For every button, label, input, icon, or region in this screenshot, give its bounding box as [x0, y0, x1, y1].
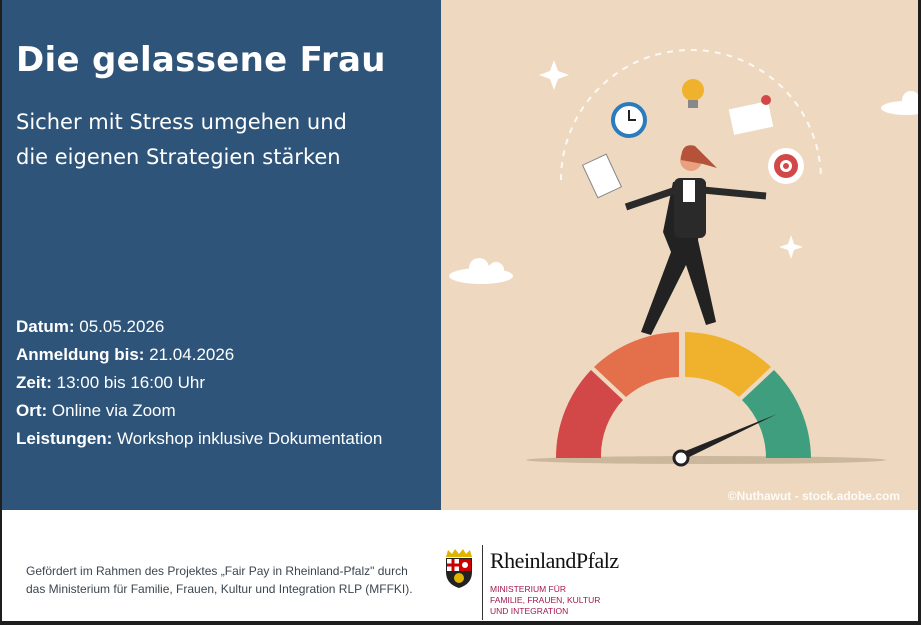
subtitle-line-2: die eigenen Strategien stärken	[16, 145, 341, 169]
detail-location: Ort: Online via Zoom	[16, 401, 176, 420]
info-panel: Die gelassene Frau Sicher mit Stress umg…	[2, 0, 441, 510]
alarm-clock-icon	[611, 102, 647, 138]
page-title: Die gelassene Frau	[16, 40, 386, 80]
sparkle-icon	[539, 60, 569, 90]
cloud-icon	[449, 91, 921, 284]
sparkle-icon	[779, 235, 803, 259]
rlp-logo-text: RheinlandPfalz	[490, 548, 619, 573]
stress-gauge-illustration	[449, 49, 921, 467]
detail-time: Zeit: 13:00 bis 16:00 Uhr	[16, 373, 205, 392]
subtitle-line-1: Sicher mit Stress umgehen und	[16, 110, 347, 134]
lightbulb-icon	[682, 79, 704, 108]
gauge-needle	[679, 414, 777, 462]
detail-registration: Anmeldung bis: 21.04.2026	[16, 345, 235, 364]
clipboard-icon	[581, 153, 623, 199]
funding-note: Gefördert im Rahmen des Projektes „Fair …	[26, 564, 413, 596]
image-credit: ©Nuthawut - stock.adobe.com	[727, 489, 900, 503]
detail-date: Datum: 05.05.2026	[16, 317, 165, 336]
woman-figure	[624, 145, 767, 335]
detail-services: Leistungen: Workshop inklusive Dokumenta…	[16, 429, 383, 448]
ministry-name: MINISTERIUM FÜR FAMILIE, FRAUEN, KULTUR UN…	[490, 584, 601, 616]
coat-of-arms-icon	[446, 549, 472, 588]
logo-divider	[482, 545, 483, 620]
illustration: ©Nuthawut - stock.adobe.com	[441, 0, 921, 510]
envelope-icon	[728, 95, 774, 135]
target-icon	[768, 148, 804, 184]
gauge	[555, 332, 811, 467]
